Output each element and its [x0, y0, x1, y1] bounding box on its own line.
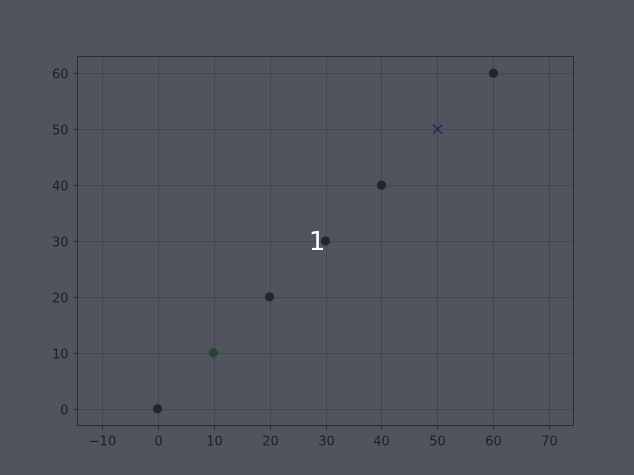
x-tick-label: −10 — [89, 435, 116, 450]
x-tick-label: 30 — [318, 435, 335, 450]
y-tick-label: 60 — [52, 68, 69, 83]
x-tick-label: 0 — [154, 435, 162, 450]
x-tick-label: 70 — [541, 435, 558, 450]
annotations: 1 — [309, 227, 326, 257]
data-points — [152, 68, 499, 414]
data-point — [208, 348, 219, 358]
annotation-label: 1 — [309, 227, 326, 257]
x-tick-label: 60 — [485, 435, 502, 450]
y-tick-label: 20 — [52, 292, 69, 307]
data-point — [320, 236, 331, 246]
x-tick-label: 50 — [429, 435, 446, 450]
data-point-x-marker — [432, 124, 443, 135]
y-tick-label: 10 — [52, 348, 69, 363]
x-tick-label: 40 — [373, 435, 390, 450]
data-point — [376, 180, 387, 190]
data-point — [264, 292, 275, 302]
y-tick-label: 40 — [52, 180, 69, 195]
axis-ticks: −10 0 10 20 30 40 50 60 70 0 10 20 30 40 50 60 — [52, 68, 558, 450]
y-tick-label: 30 — [52, 236, 69, 251]
y-tick-label: 0 — [60, 404, 68, 419]
data-point — [152, 404, 163, 414]
y-tick-label: 50 — [52, 124, 69, 139]
grid-lines — [77, 56, 574, 426]
data-point — [488, 68, 499, 78]
x-tick-label: 10 — [206, 435, 223, 450]
x-tick-label: 20 — [262, 435, 279, 450]
